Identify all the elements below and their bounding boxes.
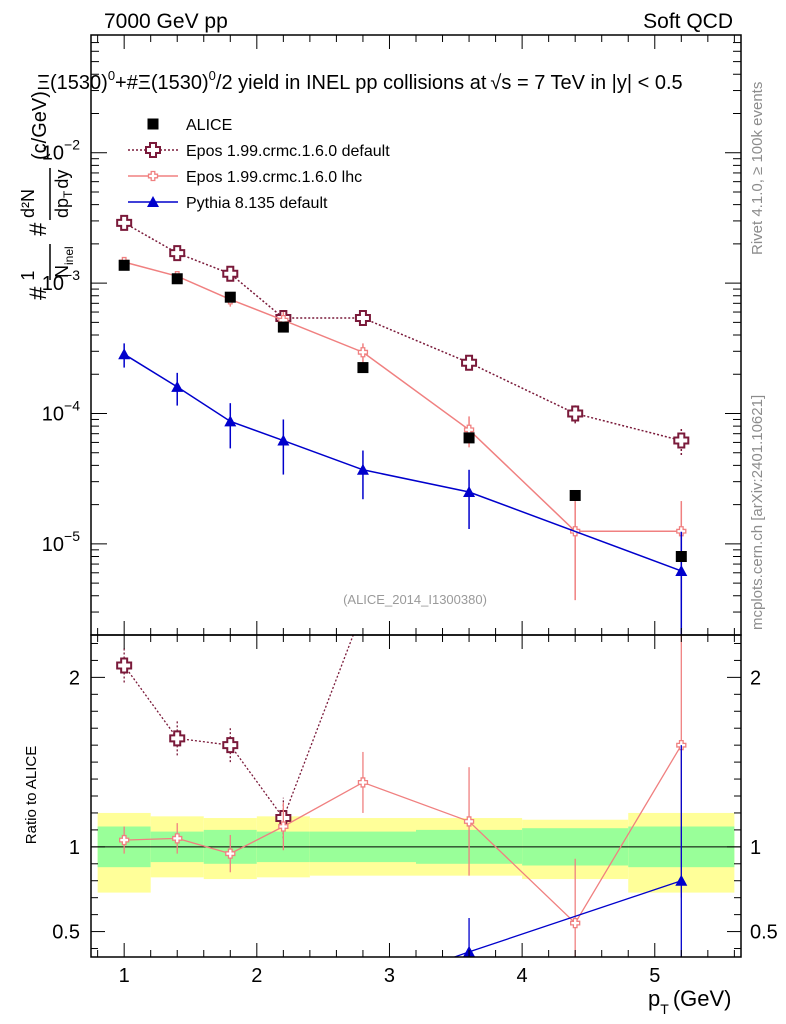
legend-label: Epos 1.99.crmc.1.6.0 default [186,143,390,160]
svg-text:#: # [25,222,52,236]
main-panel [116,214,690,635]
ratio-point [357,983,369,994]
data-point [463,432,475,444]
series-line [123,261,682,532]
ratio-point [570,917,581,929]
ratio-uncertainty-bands [97,812,735,893]
mcplots-credit-label: mcplots.cern.ch [arXiv:2401.10621] [749,395,766,630]
ratio-point [172,833,183,844]
series-point [357,347,369,358]
data-point [118,259,130,271]
x-tick-label: 3 [384,965,395,987]
legend-label: ALICE [186,117,232,134]
ratio-tick-label: 1 [69,837,80,859]
ratio-point [116,657,133,674]
y-tick-label: 10−4 [42,397,80,425]
legend-marker [147,170,159,182]
ratio-point [463,816,475,827]
header-category-label: Soft QCD [643,10,733,33]
x-axis-label: pT (GeV) [648,986,732,1017]
ratio-axis-label: Ratio to ALICE [23,746,40,844]
legend-marker [147,118,159,130]
ratio-point [169,730,186,747]
y-tick-label: 10−2 [42,137,80,165]
svg-text:#1: #1 [18,271,52,300]
series-point [673,432,690,449]
ratio-point [675,874,688,886]
data-point [675,551,687,563]
series-point [171,380,184,392]
ratio-point [277,988,289,999]
legend-label: Epos 1.99.crmc.1.6.0 lhc [186,169,362,186]
legend-marker [145,142,161,158]
data-point [357,362,369,374]
y-tick-label: 10−5 [42,528,80,556]
series-point [356,463,369,475]
ratio-tick-label: 2 [69,667,80,689]
series-point [463,485,476,497]
series-point [169,245,186,262]
x-tick-label: 5 [649,965,660,987]
data-point [171,273,183,285]
ratio-point [119,834,130,846]
ratio-point [222,737,239,754]
series-point [118,348,131,360]
ratio-point [278,821,289,832]
series-point [277,434,290,446]
ratio-series-line [123,635,354,820]
header-energy-label: 7000 GeV pp [104,10,228,33]
legend-marker [147,196,159,207]
svg-text:(c/GeV): (c/GeV) [29,91,51,160]
legend: ALICE Epos 1.99.crmc.1.6.0 default Epos 1.… [128,117,390,212]
svg-text:d²N: d²N [18,189,38,218]
series-point [675,564,688,576]
series-point [461,354,478,371]
axes: 1 2 3 4 5 10−5 10−4 10−3 10−2 0.5 0.5 1 1 2 2 [42,34,778,987]
ratio-tick-label-right: 0.5 [750,922,778,944]
ratio-point [224,992,236,1003]
x-tick-label: 1 [119,965,130,987]
series-point [222,265,239,282]
ratio-panel [91,287,741,1003]
ratio-series-line [452,880,682,957]
ratio-tick-label: 0.5 [52,922,80,944]
ratio-point [462,370,476,384]
ratio-frame [90,634,742,958]
ratio-series-line [124,744,682,925]
legend-label: Pythia 8.135 default [186,195,328,212]
data-point [224,291,236,303]
svg-text:Ninel: Ninel [52,246,76,278]
svg-text:dpTdy: dpTdy [52,170,75,218]
ratio-point [357,777,369,788]
series-point [354,310,371,327]
series-line [123,353,682,572]
y-tick-label: 10−3 [42,267,80,295]
series-point [116,214,133,231]
series-point [676,526,687,537]
ratio-point [171,985,183,996]
x-tick-label: 2 [251,965,262,987]
x-tick-label: 4 [517,965,528,987]
series-point [224,415,237,427]
ratio-point [225,848,236,859]
analysis-id-watermark: (ALICE_2014_I1300380) [343,592,487,607]
y-axis-label: #1 Ninel # d²N dpTdy (c/GeV) [18,91,76,300]
series-point [567,405,584,422]
series-line [123,222,682,442]
ratio-tick-label-right: 1 [750,837,761,859]
data-point [277,321,289,333]
data-point [569,489,581,501]
ratio-point [568,287,582,301]
ratio-tick-label-right: 2 [750,667,761,689]
rivet-version-label: Rivet 4.1.0, ≥ 100k events [749,82,766,255]
chart-title: Ξ(1530)0+#Ξ(1530)0/2 yield in INEL pp co… [37,68,683,94]
